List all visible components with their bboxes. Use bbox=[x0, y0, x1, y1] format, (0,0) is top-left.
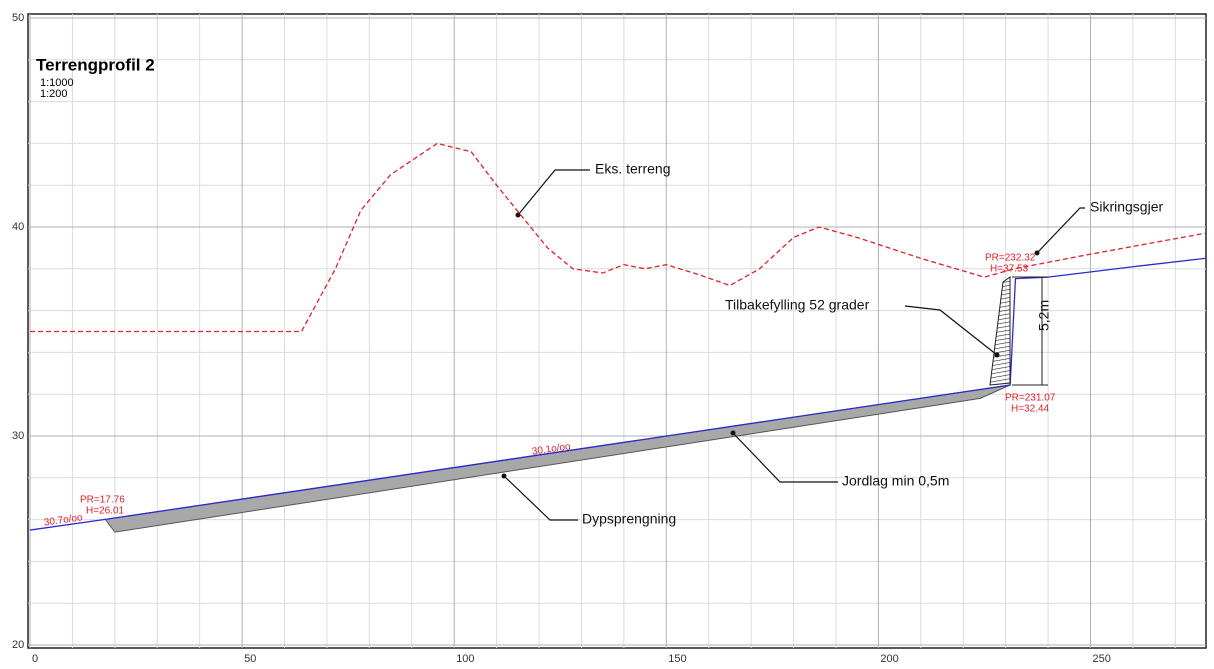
callout-line bbox=[503, 475, 578, 521]
grid bbox=[28, 14, 1206, 648]
callout-label: Tilbakefylling 52 grader bbox=[725, 297, 870, 313]
point-label: H=32.44 bbox=[1011, 404, 1050, 415]
point-label: 5,2m bbox=[1036, 300, 1052, 331]
scale: 1:1000 bbox=[40, 77, 74, 89]
labels: 0 50 100 150 200 25020304050PR=17.76H=26.0130… bbox=[12, 12, 1163, 665]
series-line bbox=[29, 257, 1206, 531]
x-tick-label: 200 bbox=[880, 653, 898, 665]
callout-dot bbox=[730, 430, 736, 436]
x-tick-label: 0 bbox=[32, 653, 38, 665]
callout-line bbox=[1036, 207, 1085, 254]
x-tick-label: 150 bbox=[668, 653, 686, 665]
callout-dot bbox=[1034, 250, 1040, 256]
frame bbox=[27, 13, 1207, 649]
plot bbox=[29, 142, 1206, 533]
callout-dot bbox=[515, 212, 521, 218]
callout-line bbox=[517, 169, 590, 216]
x-tick-label: 250 bbox=[1092, 653, 1110, 665]
y-tick-label: 20 bbox=[12, 639, 24, 651]
callout-label: Dypsprengning bbox=[582, 511, 676, 527]
callout-label: Jordlag min 0,5m bbox=[842, 473, 949, 489]
x-tick-label: 50 bbox=[244, 653, 256, 665]
series-line bbox=[30, 142, 1206, 333]
scale: 1:200 bbox=[40, 88, 68, 100]
point-label: PR=231.07 bbox=[1005, 393, 1056, 404]
rock-band bbox=[104, 384, 1011, 533]
point-label: H=37.53 bbox=[990, 264, 1029, 275]
callout-label: Eks. terreng bbox=[595, 161, 670, 177]
y-tick-label: 30 bbox=[12, 430, 24, 442]
callout-line bbox=[904, 305, 998, 356]
point-label: PR=232.32 bbox=[985, 253, 1036, 264]
callout-line bbox=[732, 432, 838, 483]
point-label: H=26.01 bbox=[86, 506, 125, 517]
point-label: 30.1o/oo bbox=[531, 441, 572, 457]
callout-dot bbox=[501, 473, 507, 479]
chart-title: Terrengprofil 2 bbox=[36, 55, 155, 74]
callout-label: Sikringsgjer bbox=[1090, 199, 1163, 215]
point-label: 30.7o/oo bbox=[43, 512, 84, 528]
point-label: PR=17.76 bbox=[80, 495, 125, 506]
x-tick-label: 100 bbox=[456, 653, 474, 665]
callout-dot bbox=[994, 352, 1000, 358]
y-tick-label: 50 bbox=[12, 12, 24, 24]
y-tick-label: 40 bbox=[12, 221, 24, 233]
backfill-wedge bbox=[989, 276, 1011, 386]
